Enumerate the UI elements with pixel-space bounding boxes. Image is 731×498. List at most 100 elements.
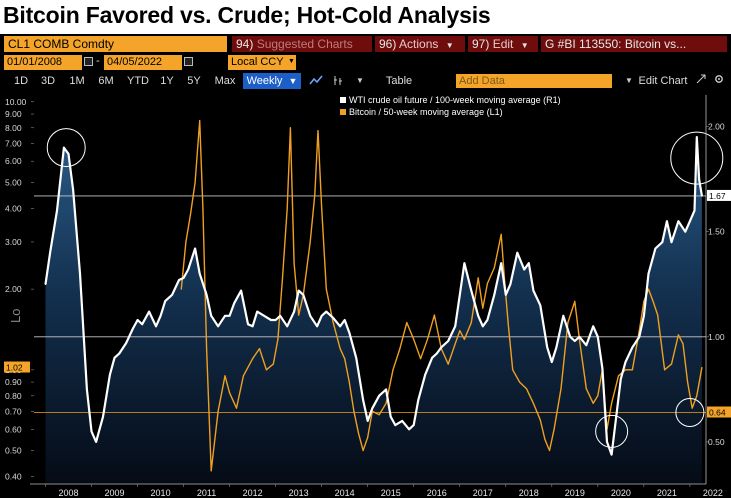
wti-point <box>654 247 657 250</box>
start-date-input[interactable]: 01/01/2008 <box>4 55 82 70</box>
wti-point <box>505 294 507 296</box>
wti-point <box>286 325 289 328</box>
bitcoin-point <box>367 436 369 438</box>
bitcoin-point <box>286 207 288 209</box>
caret-down-icon: ▼ <box>520 41 529 50</box>
highlight-circle <box>46 128 86 168</box>
calendar-icon[interactable] <box>84 57 93 66</box>
wti-point <box>178 279 180 281</box>
bitcoin-point <box>399 348 401 350</box>
wti-point <box>569 336 571 338</box>
bitcoin-point <box>624 369 627 371</box>
calendar-icon[interactable] <box>184 57 193 66</box>
x-tick-label: 2017 <box>473 488 493 498</box>
actions-button[interactable]: 96) Actions ▼ <box>375 36 465 52</box>
wti-point <box>454 325 457 328</box>
edit-chart-button[interactable]: Edit Chart <box>638 75 688 87</box>
suggested-charts-button[interactable]: 94) Suggested Charts <box>232 36 372 52</box>
period-6m[interactable]: 6M <box>98 75 114 87</box>
wti-point <box>159 315 162 317</box>
wti-point <box>164 300 166 302</box>
bitcoin-point <box>560 388 562 390</box>
wti-point <box>224 315 226 317</box>
wti-point <box>684 230 687 233</box>
bar-chart-icon[interactable] <box>330 74 346 88</box>
wti-point <box>79 272 81 275</box>
caret-down-icon: ▼ <box>288 76 298 86</box>
wti-point <box>148 310 150 313</box>
bitcoin-point <box>339 348 341 350</box>
wti-point <box>670 241 673 243</box>
ticker-field[interactable]: CL1 COMB Comdty <box>4 36 227 52</box>
wti-point <box>592 325 594 328</box>
caret-down-icon[interactable]: ▼ <box>356 76 364 85</box>
wti-point <box>198 272 201 275</box>
period-1d[interactable]: 1D <box>13 75 29 87</box>
wti-point <box>251 325 254 328</box>
edit-button[interactable]: 97) Edit ▼ <box>468 36 538 52</box>
period-3d[interactable]: 3D <box>40 75 56 87</box>
period-5y[interactable]: 5Y <box>187 75 201 87</box>
bitcoin-point <box>482 307 484 309</box>
bitcoin-point <box>235 407 238 409</box>
currency-select[interactable]: Local CCY <box>228 55 296 70</box>
left-tick-label: 0.40 <box>5 471 22 481</box>
x-tick-label: 2016 <box>427 488 447 498</box>
period-ytd[interactable]: YTD <box>127 75 149 87</box>
settings-icon[interactable] <box>712 74 726 88</box>
right-current-badge <box>707 406 731 418</box>
wti-point <box>546 346 548 349</box>
wti-point <box>217 325 219 328</box>
bitcoin-point <box>454 343 456 345</box>
bitcoin-point <box>544 438 546 440</box>
x-tick-label: 2015 <box>381 488 401 498</box>
add-data-input[interactable]: Add Data <box>456 74 612 88</box>
frequency-select[interactable]: Weekly ▼ <box>243 73 301 89</box>
bitcoin-point <box>321 207 323 209</box>
wti-point <box>555 346 558 349</box>
bitcoin-point <box>378 414 380 416</box>
wti-point <box>696 136 698 138</box>
edit-label: Edit <box>492 37 514 51</box>
wti-point <box>247 323 249 325</box>
bitcoin-point <box>217 410 219 412</box>
wti-point <box>689 220 691 222</box>
bitcoin-point <box>447 363 449 365</box>
bitcoin-point <box>670 363 673 365</box>
bitcoin-point <box>185 241 187 243</box>
left-tick-label: 5.00 <box>5 177 22 187</box>
wti-point <box>477 315 480 317</box>
bitcoin-point <box>696 395 698 397</box>
bitcoin-point <box>362 449 364 452</box>
wti-point <box>95 441 97 443</box>
bitcoin-point <box>298 314 300 316</box>
period-1m[interactable]: 1M <box>69 75 85 87</box>
wti-point <box>187 268 189 271</box>
period-max[interactable]: Max <box>214 75 236 87</box>
wti-point <box>482 325 484 328</box>
bitcoin-point <box>532 402 535 404</box>
bitcoin-point <box>277 338 279 340</box>
wti-point <box>638 336 641 338</box>
resize-icon[interactable] <box>694 74 708 88</box>
end-date-input[interactable]: 04/05/2022 <box>104 55 182 70</box>
left-axis-title: Lo <box>8 309 23 323</box>
left-tick-label: 6.00 <box>5 156 22 166</box>
wti-point <box>389 415 392 418</box>
chart-title-field[interactable]: G #BI 113550: Bitcoin vs... <box>541 36 727 52</box>
wti-point <box>274 319 277 321</box>
wti-point <box>316 325 318 328</box>
table-button[interactable]: Table <box>385 75 413 87</box>
wti-point <box>401 420 404 422</box>
bitcoin-point <box>325 288 327 290</box>
bitcoin-point <box>289 127 291 129</box>
bitcoin-point <box>426 338 429 340</box>
wti-point <box>528 262 530 264</box>
bitcoin-point <box>413 338 415 340</box>
x-tick-label: 2013 <box>289 488 309 498</box>
line-chart-icon[interactable] <box>306 74 326 88</box>
wti-point <box>666 220 668 222</box>
wti-point <box>378 394 381 397</box>
period-1y[interactable]: 1Y <box>160 75 174 87</box>
bitcoin-point <box>574 300 576 302</box>
